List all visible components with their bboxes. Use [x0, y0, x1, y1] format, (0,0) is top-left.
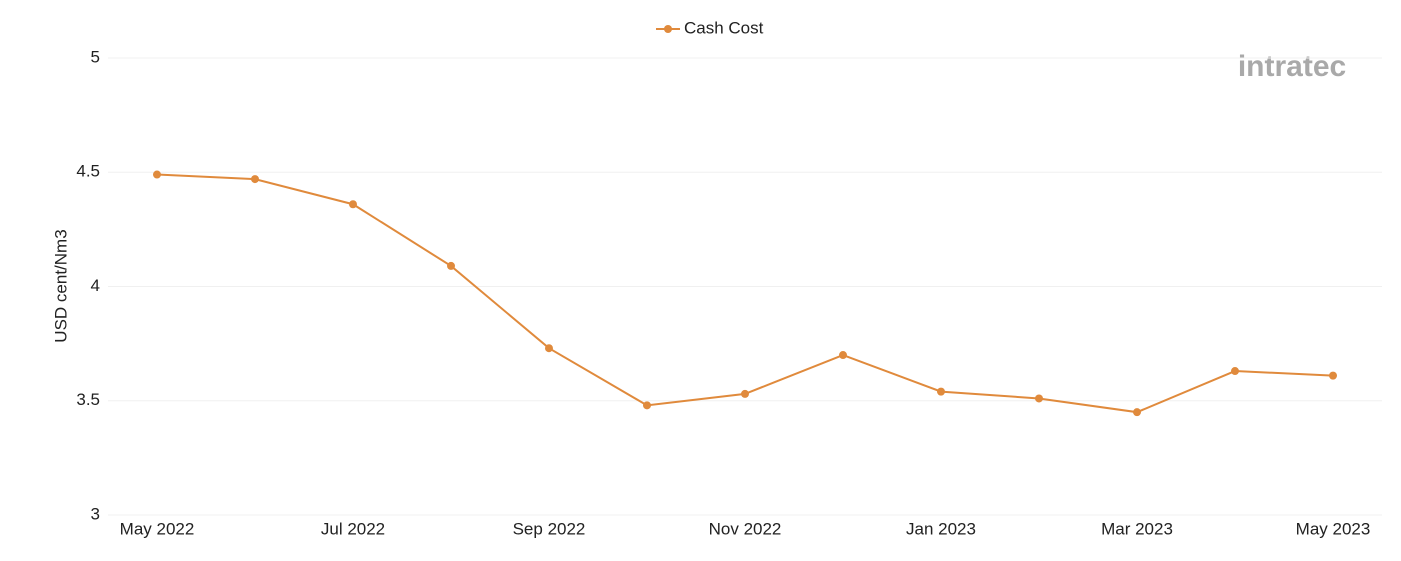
- x-tick-label: Sep 2022: [513, 519, 586, 538]
- point: [839, 351, 847, 360]
- point: [545, 344, 553, 353]
- x-tick-label: Jul 2022: [321, 519, 385, 538]
- x-tick-label: Jan 2023: [906, 519, 976, 538]
- y-tick-label: 5: [91, 47, 100, 66]
- point: [1231, 367, 1239, 376]
- y-tick-label: 4.5: [76, 162, 100, 181]
- point: [1035, 394, 1043, 403]
- point: [1133, 408, 1141, 417]
- watermark: intratec: [1238, 50, 1346, 83]
- line: [156, 173, 1334, 414]
- point: [349, 200, 357, 209]
- y-tick-label: 3: [91, 504, 100, 523]
- x-tick-label: May 2022: [120, 519, 195, 538]
- point: [1329, 371, 1337, 380]
- x-tick-label: Nov 2022: [709, 519, 782, 538]
- point: [153, 170, 161, 179]
- point: [251, 175, 259, 184]
- legend-label: Cash Cost: [684, 18, 764, 37]
- legend-marker: [664, 25, 672, 33]
- x-tick-label: May 2023: [1296, 519, 1371, 538]
- point: [447, 261, 455, 270]
- y-tick-label: 3.5: [76, 390, 100, 409]
- point: [643, 401, 651, 410]
- point: [937, 387, 945, 396]
- point: [741, 389, 749, 398]
- y-tick-label: 4: [91, 276, 100, 295]
- x-tick-label: Mar 2023: [1101, 519, 1173, 538]
- y-axis-label: USD cent/Nm3: [51, 229, 70, 342]
